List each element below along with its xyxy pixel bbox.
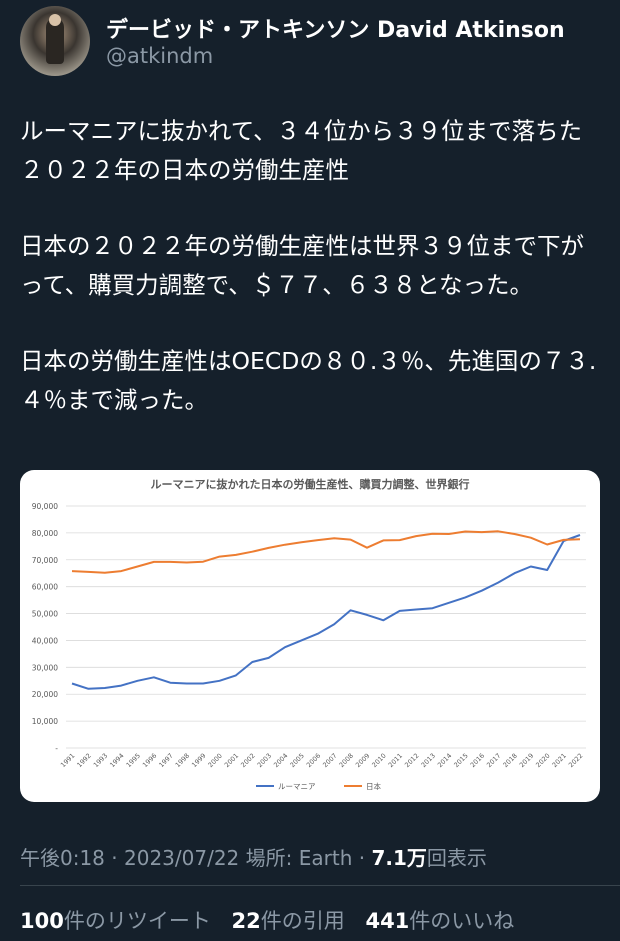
- quotes-count: 22: [231, 909, 261, 933]
- x-tick-label: 2005: [288, 752, 305, 769]
- meta-separator: ·: [104, 846, 124, 870]
- series-line-1: [71, 534, 581, 690]
- quotes-stat[interactable]: 22件の引用: [232, 909, 345, 933]
- x-tick-label: 2014: [436, 752, 453, 769]
- y-tick-label: 20,000: [32, 690, 58, 699]
- x-tick-label: 1995: [125, 752, 142, 769]
- line-chart: ルーマニアに抜かれた日本の労働生産性、購買力調整、世界銀行 - 10,000 20,…: [32, 477, 586, 791]
- x-tick-label: 2001: [223, 752, 240, 769]
- x-tick-label: 2020: [534, 752, 551, 769]
- y-tick-label: 80,000: [32, 529, 58, 538]
- x-tick-label: 1991: [59, 752, 76, 769]
- tweet-location: 場所: Earth: [245, 846, 353, 870]
- y-tick-label: 10,000: [32, 717, 58, 726]
- attached-chart-image[interactable]: ルーマニアに抜かれた日本の労働生産性、購買力調整、世界銀行 - 10,000 20,…: [20, 470, 600, 802]
- tweet-text: ルーマニアに抜かれて、３４位から３９位まで落ちた２０２２年の日本の労働生産性 日…: [20, 112, 605, 457]
- x-tick-label: 1998: [174, 752, 191, 769]
- y-tick-label: 60,000: [32, 583, 58, 592]
- x-tick-label: 1996: [141, 752, 158, 769]
- x-tick-label: 1992: [75, 752, 92, 769]
- y-tick-label: -: [55, 744, 58, 753]
- x-tick-label: 2013: [420, 752, 437, 769]
- x-tick-label: 2016: [469, 752, 486, 769]
- x-tick-label: 2002: [239, 752, 256, 769]
- stats-divider: [20, 885, 620, 886]
- x-tick-label: 2015: [452, 752, 469, 769]
- y-tick-label: 50,000: [32, 610, 58, 619]
- x-tick-label: 1993: [92, 752, 109, 769]
- tweet-stats: 100件のリツイート 22件の引用 441件のいいね: [20, 905, 528, 935]
- views-count: 7.1万: [371, 846, 427, 870]
- tweet-date[interactable]: 2023/07/22: [124, 846, 240, 870]
- x-tick-label: 1997: [157, 752, 174, 769]
- author-avatar[interactable]: [20, 6, 90, 76]
- y-tick-label: 30,000: [32, 663, 58, 672]
- x-tick-label: 2010: [370, 752, 387, 769]
- retweets-stat[interactable]: 100件のリツイート: [20, 909, 211, 933]
- x-tick-label: 2021: [551, 752, 568, 769]
- legend-label-1: ルーマニア: [278, 782, 316, 791]
- x-tick-label: 2007: [321, 752, 338, 769]
- tweet-paragraph-3: 日本の労働生産性はOECDの８０.３％、先進国の７３.４％まで減った。: [20, 347, 597, 414]
- series-line-2: [71, 530, 581, 574]
- chart-title: ルーマニアに抜かれた日本の労働生産性、購買力調整、世界銀行: [151, 477, 470, 491]
- chart-legend: ルーマニア 日本: [256, 781, 381, 791]
- author-display-name[interactable]: デービッド・アトキンソン David Atkinson: [106, 18, 565, 43]
- x-tick-label: 2018: [502, 752, 519, 769]
- x-tick-label: 2012: [403, 752, 420, 769]
- likes-stat[interactable]: 441件のいいね: [365, 909, 514, 933]
- chart-series: [71, 530, 581, 690]
- x-tick-label: 2011: [387, 752, 404, 769]
- retweets-count: 100: [20, 909, 64, 933]
- chart-y-ticks: - 10,000 20,000 30,000 40,000 50,000 60,000 70,…: [32, 502, 59, 753]
- avatar-figure: [46, 18, 64, 64]
- quotes-label: 件の引用: [260, 909, 345, 933]
- author-handle[interactable]: @atkindm: [106, 44, 214, 68]
- likes-label: 件のいいね: [409, 909, 515, 933]
- x-tick-label: 2000: [207, 752, 224, 769]
- tweet-paragraph-1: ルーマニアに抜かれて、３４位から３９位まで落ちた２０２２年の日本の労働生産性: [20, 117, 583, 184]
- chart-x-ticks: 1991 1992 1993 1994 1995 1996 1997 1998 1999 2000…: [59, 752, 584, 769]
- x-tick-label: 2019: [518, 752, 535, 769]
- x-tick-label: 2009: [354, 752, 371, 769]
- tweet-time[interactable]: 午後0:18: [20, 846, 105, 870]
- y-tick-label: 40,000: [32, 636, 58, 645]
- tweet-meta: 午後0:18 · 2023/07/22 場所: Earth · 7.1万回表示: [20, 842, 487, 871]
- tweet-paragraph-2: 日本の２０２２年の労働生産性は世界３９位まで下がって、購買力調整で、＄７７、６３…: [20, 232, 584, 299]
- legend-label-2: 日本: [366, 781, 381, 791]
- x-tick-label: 2017: [485, 752, 502, 769]
- x-tick-label: 2006: [305, 752, 322, 769]
- x-tick-label: 2022: [567, 752, 584, 769]
- views-label: 回表示: [426, 846, 487, 870]
- x-tick-label: 2008: [338, 752, 355, 769]
- y-tick-label: 90,000: [32, 502, 58, 511]
- retweets-label: 件のリツイート: [63, 909, 211, 933]
- x-tick-label: 2004: [272, 752, 289, 769]
- x-tick-label: 2003: [256, 752, 273, 769]
- x-tick-label: 1994: [108, 752, 125, 769]
- meta-separator-2: ·: [352, 846, 372, 870]
- chart-gridlines: [66, 505, 586, 749]
- avatar-head: [49, 14, 61, 26]
- y-tick-label: 70,000: [32, 556, 58, 565]
- x-tick-label: 1999: [190, 752, 207, 769]
- likes-count: 441: [365, 909, 410, 933]
